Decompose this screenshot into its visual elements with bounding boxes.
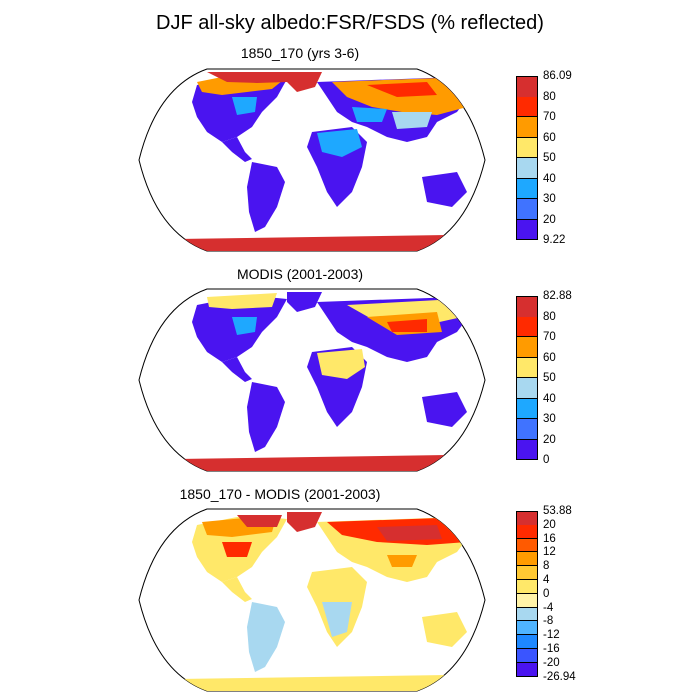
colorbar-cell [516, 566, 538, 580]
colorbar-cell [516, 296, 538, 318]
colorbar-label: 0 [543, 454, 550, 466]
colorbar-cell [516, 607, 538, 622]
colorbar-label: -26.94 [543, 670, 576, 683]
albedo-map-modis [138, 288, 486, 472]
colorbar-cell [516, 511, 538, 526]
colorbar-label: 60 [543, 131, 556, 144]
colorbar-label: 40 [543, 392, 556, 405]
panel-title-modis: MODIS (2001-2003) [236, 266, 364, 282]
colorbar-cell [516, 635, 538, 649]
colorbar-label: -12 [543, 629, 560, 642]
colorbar-cell [516, 439, 538, 460]
colorbar-label: 9.22 [543, 234, 566, 246]
panel-title-difference: 1850_170 - MODIS (2001-2003) [179, 486, 381, 502]
albedo-map-model [138, 68, 486, 252]
colorbar-label: 53.88 [543, 505, 572, 517]
colorbar-label: 50 [543, 372, 556, 384]
colorbar-cell [516, 219, 538, 240]
colorbar-label: 80 [543, 310, 556, 323]
colorbar-label: 12 [543, 546, 556, 559]
colorbar-cell [516, 552, 538, 567]
colorbar-label: 50 [543, 152, 556, 164]
colorbar-cell [516, 178, 538, 199]
colorbar-cell [516, 593, 538, 608]
colorbar-cell [516, 621, 538, 636]
colorbar-label: 20 [543, 213, 556, 226]
colorbar-cell [516, 662, 538, 677]
albedo-difference-map [138, 508, 486, 692]
land-antarctica [157, 235, 467, 251]
colorbar-label: 80 [543, 90, 556, 103]
colorbar-label: 20 [543, 433, 556, 446]
colorbar-cell [516, 649, 538, 663]
figure-title: DJF all-sky albedo:FSR/FSDS (% reflected… [156, 12, 544, 34]
colorbar-cell [516, 538, 538, 553]
colorbar-label: 30 [543, 193, 556, 205]
colorbar-cell [516, 199, 538, 220]
colorbar-label: 70 [543, 111, 556, 123]
colorbar-label: 70 [543, 331, 556, 343]
colorbar-cell [516, 96, 538, 117]
colorbar-label: 40 [543, 172, 556, 185]
colorbar-label: 30 [543, 413, 556, 425]
colorbar-label: 0 [543, 587, 550, 600]
colorbar-cell [516, 316, 538, 337]
land-australia [422, 172, 467, 207]
colorbar-cell [516, 524, 538, 539]
colorbar-cell [516, 378, 538, 399]
panel-title-model: 1850_170 (yrs 3-6) [240, 45, 360, 61]
colorbar-label: -16 [543, 643, 560, 655]
colorbar-label: 60 [543, 351, 556, 364]
colorbar-cell [516, 398, 538, 419]
colorbar-cell [516, 419, 538, 440]
colorbar-cell [516, 580, 538, 594]
colorbar-label: 86.09 [543, 70, 572, 82]
land-greenland [287, 72, 322, 92]
colorbar-cell [516, 137, 538, 158]
colorbar-label: -20 [543, 656, 560, 669]
colorbar-label: 16 [543, 532, 556, 545]
colorbar-cell [516, 76, 538, 98]
colorbar-label: -4 [543, 601, 554, 614]
colorbar-label: 4 [543, 574, 550, 586]
colorbar-cell [516, 117, 538, 138]
colorbar-label: -8 [543, 615, 554, 628]
colorbar-label: 20 [543, 518, 556, 531]
colorbar-label: 8 [543, 560, 550, 573]
colorbar-cell [516, 158, 538, 179]
colorbar-cell [516, 357, 538, 378]
land-south-america [247, 162, 285, 232]
colorbar-cell [516, 337, 538, 358]
colorbar-label: 82.88 [543, 290, 572, 302]
